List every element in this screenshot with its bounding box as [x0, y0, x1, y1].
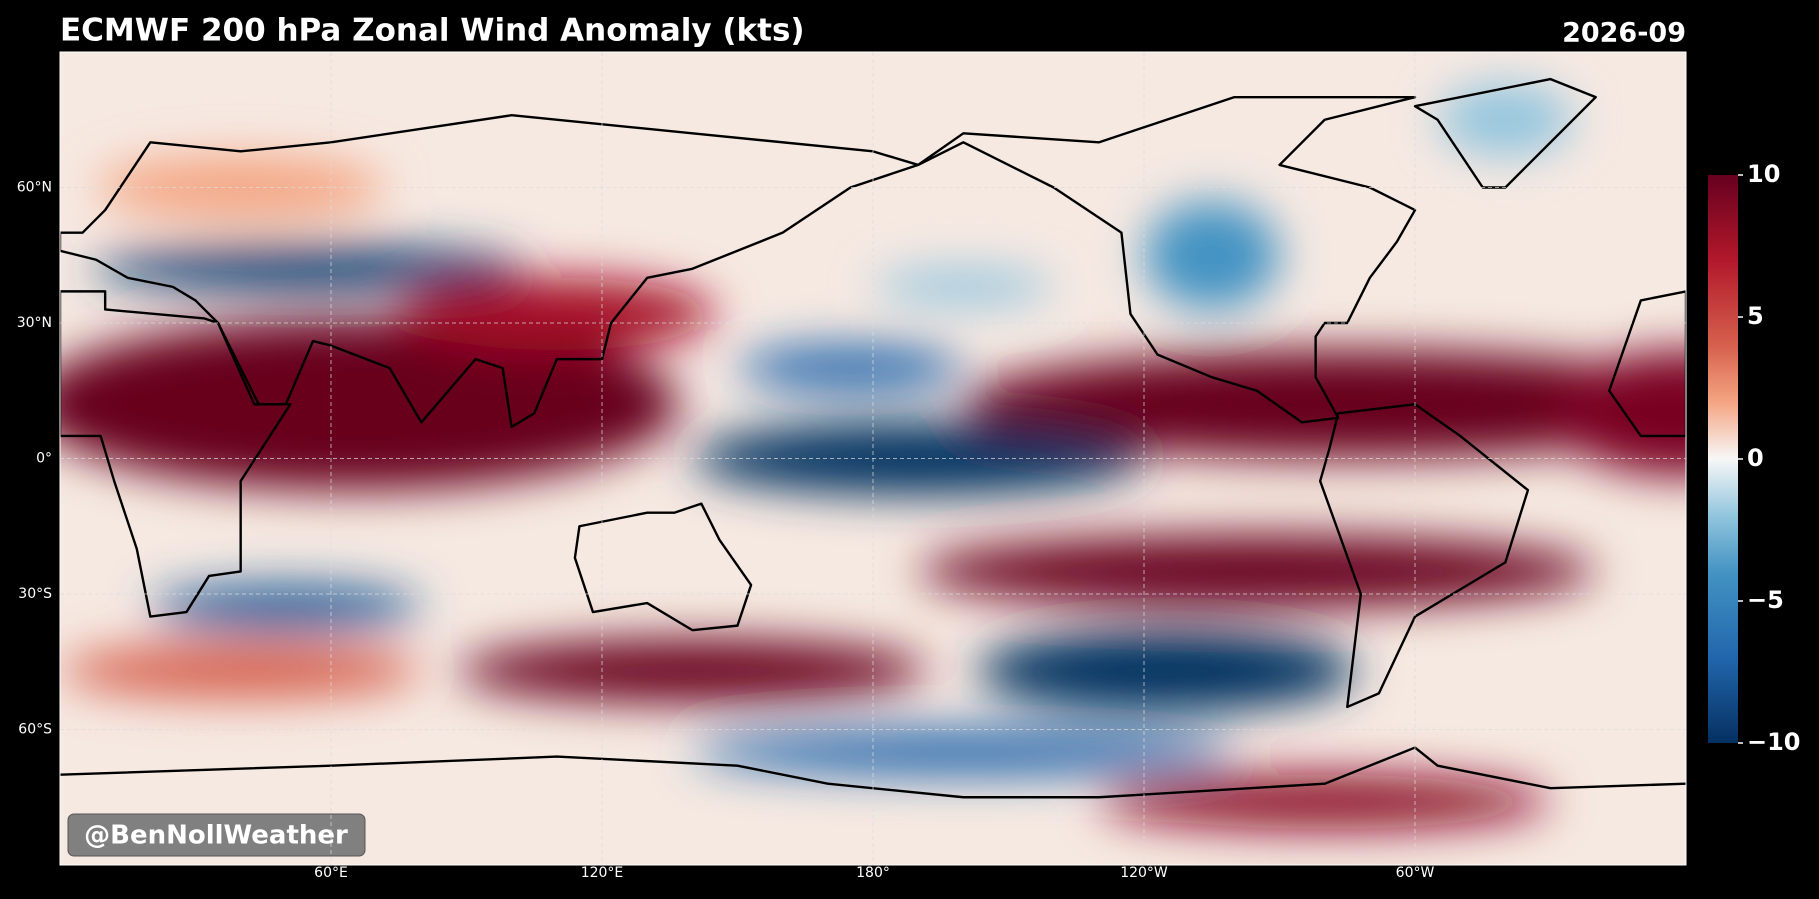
anomaly-field	[60, 83, 1687, 829]
colorbar-label: −10	[1747, 728, 1801, 756]
lat-label: 30°N	[17, 315, 52, 331]
lat-label: 0°	[36, 451, 52, 467]
lon-label: 60°E	[314, 865, 348, 881]
lon-label: 60°W	[1396, 865, 1435, 881]
lat-label: 60°S	[18, 722, 52, 738]
watermark-box	[67, 813, 366, 857]
colorbar-label: 0	[1747, 444, 1764, 472]
watermark: @BenNollWeather	[84, 821, 348, 851]
lat-label: 60°N	[17, 180, 52, 196]
colorbar-label: 5	[1747, 302, 1764, 330]
lon-label: 120°W	[1120, 865, 1168, 881]
title: ECMWF 200 hPa Zonal Wind Anomaly (kts)	[60, 13, 805, 49]
date: 2026-09	[1562, 18, 1686, 49]
colorbar	[1708, 175, 1738, 743]
colorbar-label: −5	[1747, 586, 1784, 614]
lon-label: 120°E	[581, 865, 624, 881]
lon-label: 180°	[856, 865, 890, 881]
lat-label: 30°S	[18, 586, 52, 602]
colorbar-label: 10	[1747, 160, 1780, 188]
